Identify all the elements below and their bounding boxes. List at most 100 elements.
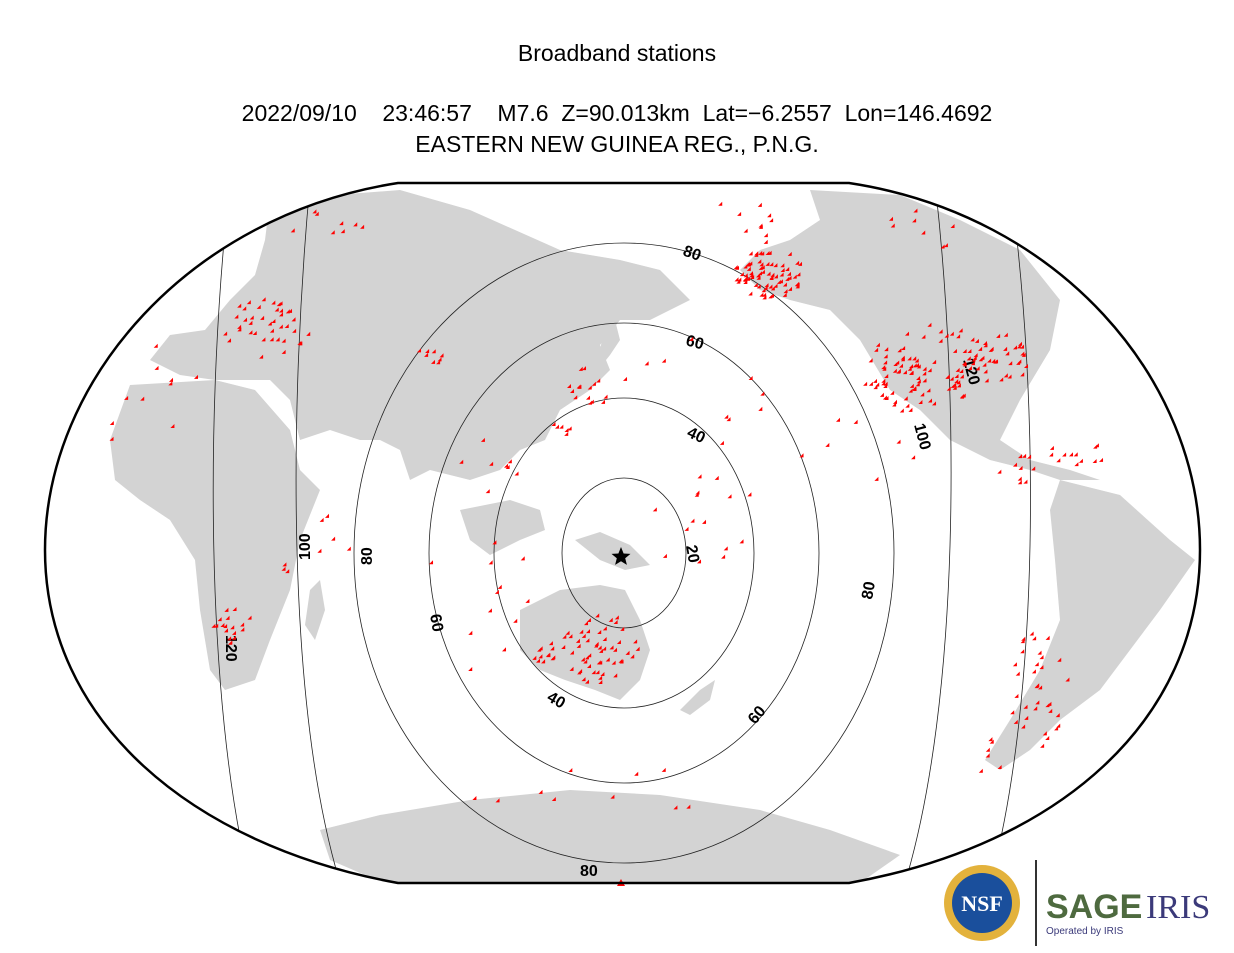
- station-marker: [726, 417, 731, 422]
- station-marker: [989, 346, 994, 351]
- station-marker: [1073, 452, 1078, 457]
- station-marker: [949, 376, 954, 381]
- station-marker: [290, 228, 295, 233]
- station-marker: [926, 388, 931, 393]
- station-marker: [893, 362, 898, 367]
- station-marker: [424, 352, 429, 357]
- station-marker: [1040, 743, 1045, 748]
- station-marker: [792, 274, 797, 279]
- station-marker: [920, 392, 925, 397]
- station-marker: [224, 628, 229, 633]
- contour-80: [353, 242, 895, 864]
- station-marker: [753, 282, 758, 287]
- station-marker: [225, 615, 230, 620]
- station-marker: [109, 421, 114, 426]
- station-marker: [1045, 635, 1050, 640]
- station-marker: [883, 384, 888, 389]
- contour-label: 60: [426, 613, 446, 634]
- station-marker: [1031, 669, 1036, 674]
- station-marker: [918, 400, 923, 405]
- station-marker: [1013, 345, 1018, 350]
- station-marker: [635, 646, 640, 651]
- contour-label: 80: [681, 243, 704, 265]
- station-marker: [495, 798, 500, 803]
- africa-landmass: [110, 380, 320, 690]
- station-marker: [223, 624, 228, 629]
- station-marker: [795, 260, 800, 265]
- station-marker: [785, 267, 790, 272]
- station-marker: [613, 673, 618, 678]
- station-marker: [431, 359, 436, 364]
- station-marker: [154, 365, 159, 370]
- station-marker: [1037, 650, 1042, 655]
- station-marker: [890, 390, 895, 395]
- station-marker: [312, 209, 317, 214]
- station-marker: [468, 630, 473, 635]
- station-marker: [661, 767, 666, 772]
- station-marker: [746, 276, 751, 281]
- station-marker: [575, 638, 580, 643]
- station-marker: [507, 459, 512, 464]
- station-marker: [274, 307, 279, 312]
- station-marker: [211, 623, 216, 628]
- station-marker: [242, 306, 247, 311]
- station-marker: [140, 396, 145, 401]
- station-marker: [246, 300, 251, 305]
- station-marker: [825, 442, 830, 447]
- station-marker: [584, 621, 589, 626]
- station-marker: [1008, 361, 1013, 366]
- station-marker: [267, 321, 272, 326]
- station-marker: [240, 622, 245, 627]
- station-marker: [536, 658, 541, 663]
- station-marker: [492, 540, 497, 545]
- station-marker: [578, 669, 583, 674]
- station-marker: [733, 265, 738, 270]
- station-marker: [1078, 458, 1083, 463]
- station-marker: [673, 805, 678, 810]
- station-marker: [780, 268, 785, 273]
- station-marker: [773, 283, 778, 288]
- station-marker: [1042, 731, 1047, 736]
- station-marker: [975, 366, 980, 371]
- station-marker: [1057, 657, 1062, 662]
- station-marker: [559, 424, 564, 429]
- station-marker: [248, 320, 253, 325]
- station-marker: [630, 654, 635, 659]
- station-marker: [616, 640, 621, 645]
- station-marker: [982, 362, 987, 367]
- map-border: [43, 181, 1202, 885]
- station-marker: [762, 292, 767, 297]
- station-marker: [960, 393, 965, 398]
- station-marker: [984, 378, 989, 383]
- station-marker: [873, 378, 878, 383]
- station-marker: [927, 322, 932, 327]
- station-marker: [613, 647, 618, 652]
- station-marker: [950, 224, 955, 229]
- station-marker: [773, 263, 778, 268]
- station-marker: [796, 272, 801, 277]
- eurasia-landmass: [150, 190, 690, 480]
- station-marker: [224, 607, 229, 612]
- station-marker: [514, 471, 519, 476]
- station-marker: [602, 637, 607, 642]
- station-marker: [596, 660, 601, 665]
- station-marker: [997, 765, 1002, 770]
- station-marker: [609, 645, 614, 650]
- contour-label: 80: [359, 547, 376, 565]
- station-marker: [940, 244, 945, 249]
- station-marker: [259, 354, 264, 359]
- station-marker: [1024, 715, 1029, 720]
- station-marker: [243, 317, 248, 322]
- contour-label: 40: [684, 424, 707, 447]
- logo-area: NSF SAGE IRIS Operated by IRIS: [940, 858, 1220, 948]
- station-marker: [234, 314, 239, 319]
- station-marker: [227, 636, 232, 641]
- station-marker: [340, 229, 345, 234]
- station-marker: [285, 569, 290, 574]
- station-marker: [585, 638, 590, 643]
- station-marker: [569, 666, 574, 671]
- station-marker: [580, 657, 585, 662]
- station-marker: [928, 398, 933, 403]
- station-marker: [734, 277, 739, 282]
